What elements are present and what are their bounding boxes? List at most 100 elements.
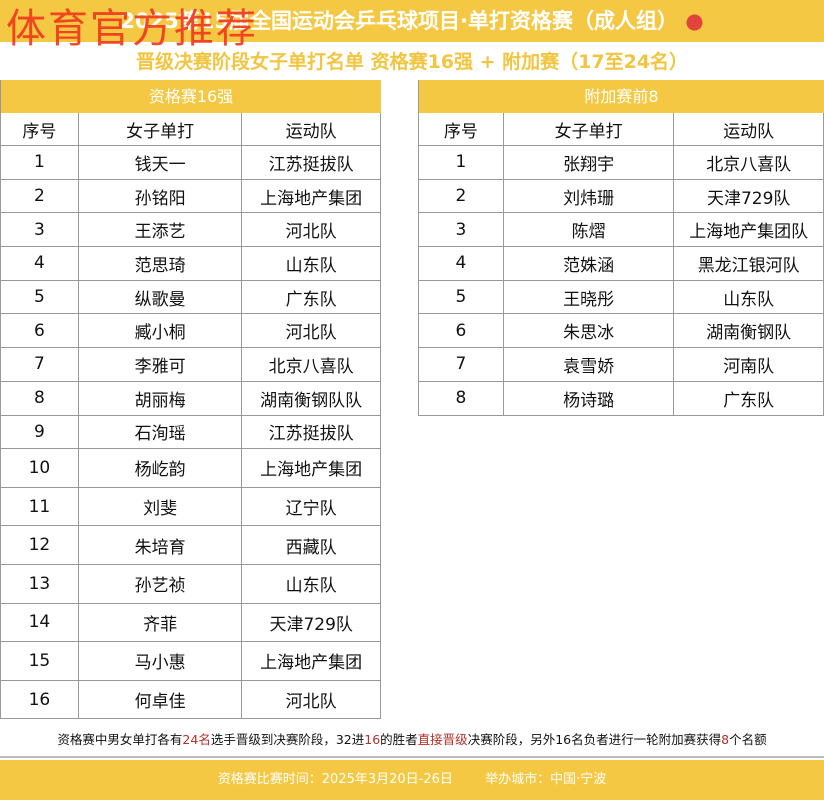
playoff-top8-table: 附加赛前8 序号 女子单打 运动队 1 张翔宇 北京八喜队 2 刘炜珊 天津729队 3 陈熠… — [418, 80, 824, 416]
table-row: 3 陈熠 上海地产集团队 — [419, 213, 824, 248]
col-header-player: 女子单打 — [504, 113, 675, 145]
table-row: 3 王添艺 河北队 — [1, 213, 381, 248]
table-row: 7 袁雪娇 河南队 — [419, 348, 824, 382]
table-row: 6 臧小桐 河北队 — [1, 314, 381, 349]
col-header-team: 运动队 — [242, 113, 381, 145]
player-cell: 范思琦 — [79, 247, 243, 280]
col-header-number: 序号 — [419, 113, 504, 145]
team-cell: 山东队 — [242, 247, 381, 280]
rank-cell: 1 — [1, 146, 79, 179]
rank-cell: 11 — [1, 487, 79, 526]
table-row: 4 范思琦 山东队 — [1, 247, 381, 281]
player-cell: 齐菲 — [79, 603, 243, 642]
team-cell: 河北队 — [242, 680, 381, 719]
rules-note: 资格赛中男女单打各有24名选手晋级到决赛阶段，32进16的胜者直接晋级决赛阶段，… — [0, 722, 824, 758]
note-highlight: 16 — [364, 732, 381, 747]
player-cell: 纵歌曼 — [79, 280, 243, 314]
rank-cell: 8 — [1, 381, 79, 415]
table-row: 15 马小惠 上海地产集团 — [1, 642, 381, 681]
team-cell: 江苏挺拔队 — [242, 415, 381, 449]
team-cell: 湖南衡钢队 — [674, 314, 824, 348]
player-cell: 朱思冰 — [504, 314, 675, 348]
rank-cell: 14 — [1, 603, 79, 642]
player-cell: 袁雪娇 — [504, 348, 675, 381]
rank-cell: 12 — [1, 526, 79, 564]
rank-cell: 3 — [1, 213, 79, 247]
rank-cell: 13 — [1, 564, 79, 603]
player-cell: 刘炜珊 — [504, 179, 675, 213]
player-cell: 李雅可 — [79, 348, 243, 381]
table-row: 5 王晓彤 山东队 — [419, 280, 824, 315]
player-cell: 石洵瑶 — [79, 415, 243, 449]
table-row: 10 杨屹韵 上海地产集团 — [1, 449, 381, 488]
watermark: 体育官方推荐 — [6, 6, 258, 52]
team-cell: 天津729队 — [674, 179, 824, 213]
section-header: 资格赛16强 — [1, 80, 381, 113]
team-cell: 天津729队 — [242, 603, 381, 642]
rank-cell: 6 — [419, 314, 504, 348]
table-row: 1 钱天一 江苏挺拔队 — [1, 146, 381, 180]
table-row: 8 杨诗璐 广东队 — [419, 381, 824, 416]
team-cell: 上海地产集团 — [242, 179, 381, 213]
player-cell: 杨屹韵 — [79, 449, 243, 487]
team-cell: 黑龙江银河队 — [674, 247, 824, 280]
player-cell: 胡丽梅 — [79, 381, 243, 415]
table-row: 2 刘炜珊 天津729队 — [419, 179, 824, 214]
team-cell: 江苏挺拔队 — [242, 146, 381, 179]
rank-cell: 1 — [419, 146, 504, 179]
footer-time: 资格赛比赛时间：2025年3月20日-26日 — [217, 772, 453, 787]
page-title: 2025第15届全国运动会乒乓球项目·单打资格赛（成人组） ● — [0, 0, 824, 42]
table-row: 8 胡丽梅 湖南衡钢队队 — [1, 381, 381, 416]
table-row: 7 李雅可 北京八喜队 — [1, 348, 381, 382]
team-cell: 湖南衡钢队队 — [242, 381, 381, 415]
player-cell: 孙铭阳 — [79, 179, 243, 213]
rank-cell: 10 — [1, 449, 79, 487]
note-text: 资格赛中男女单打各有 — [57, 732, 183, 747]
note-text: 选手晋级到决赛阶段，32进 — [210, 732, 365, 747]
rank-cell: 16 — [1, 680, 79, 719]
team-cell: 上海地产集团队 — [674, 213, 824, 247]
table-row: 14 齐菲 天津729队 — [1, 603, 381, 643]
player-cell: 朱培育 — [79, 526, 243, 564]
team-cell: 辽宁队 — [242, 487, 381, 526]
team-cell: 山东队 — [242, 564, 381, 603]
table-row: 13 孙艺祯 山东队 — [1, 564, 381, 604]
team-cell: 河北队 — [242, 314, 381, 348]
col-header-player: 女子单打 — [79, 113, 243, 145]
table-row: 5 纵歌曼 广东队 — [1, 280, 381, 315]
rank-cell: 4 — [419, 247, 504, 280]
table-row: 11 刘斐 辽宁队 — [1, 487, 381, 527]
team-cell: 山东队 — [674, 280, 824, 314]
player-cell: 杨诗璐 — [504, 381, 675, 415]
player-cell: 张翔宇 — [504, 146, 675, 179]
player-cell: 范姝涵 — [504, 247, 675, 280]
team-cell: 北京八喜队 — [674, 146, 824, 179]
rank-cell: 2 — [1, 179, 79, 213]
team-cell: 河北队 — [242, 213, 381, 247]
player-cell: 孙艺祯 — [79, 564, 243, 603]
player-cell: 王晓彤 — [504, 280, 675, 314]
rank-cell: 8 — [419, 381, 504, 415]
table-row: 2 孙铭阳 上海地产集团 — [1, 179, 381, 214]
rank-cell: 7 — [1, 348, 79, 381]
footer: 资格赛比赛时间：2025年3月20日-26日 举办城市：中国·宁波 — [0, 760, 824, 800]
player-cell: 钱天一 — [79, 146, 243, 179]
table-row: 9 石洵瑶 江苏挺拔队 — [1, 415, 381, 450]
table-row: 16 何卓佳 河北队 — [1, 680, 381, 720]
rank-cell: 2 — [419, 179, 504, 213]
table-row: 4 范姝涵 黑龙江银河队 — [419, 247, 824, 281]
note-highlight: 8 — [721, 732, 730, 747]
player-cell: 马小惠 — [79, 642, 243, 680]
ping-pong-paddle-icon: ● — [685, 9, 704, 33]
player-cell: 王添艺 — [79, 213, 243, 247]
note-highlight: 24名 — [182, 732, 211, 747]
rank-cell: 6 — [1, 314, 79, 348]
note-text: 的胜者 — [380, 732, 418, 747]
title-text: 2025第15届全国运动会乒乓球项目·单打资格赛（成人组） — [120, 9, 678, 33]
team-cell: 西藏队 — [242, 526, 381, 564]
column-header-row: 序号 女子单打 运动队 — [419, 113, 824, 146]
team-cell: 河南队 — [674, 348, 824, 381]
team-cell: 上海地产集团 — [242, 449, 381, 487]
team-cell: 北京八喜队 — [242, 348, 381, 381]
player-cell: 陈熠 — [504, 213, 675, 247]
